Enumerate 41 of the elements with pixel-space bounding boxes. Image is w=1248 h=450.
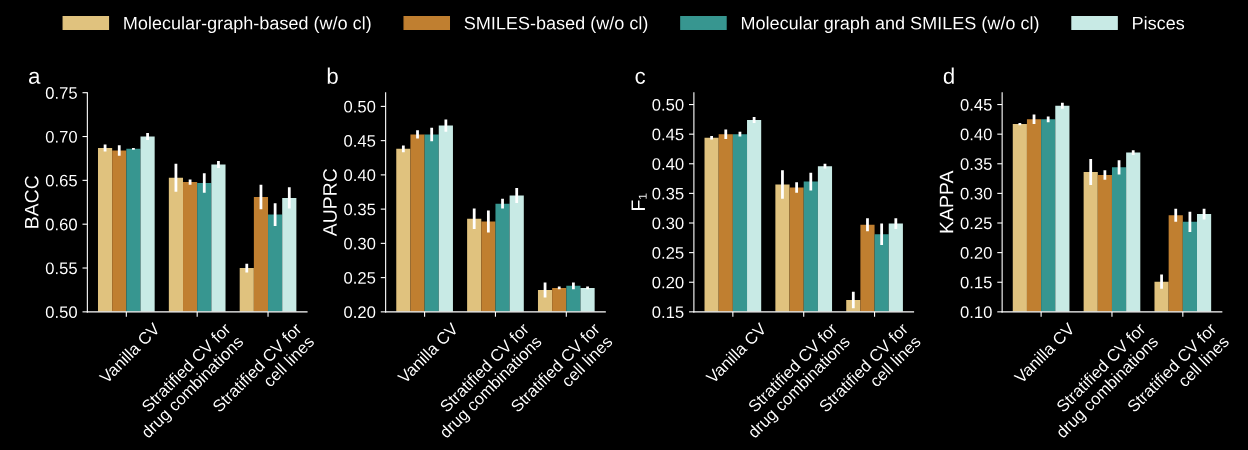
y-tick-label: 0.40 — [960, 128, 992, 141]
legend-label: Molecular-graph-based (w/o cl) — [124, 16, 371, 34]
y-tick-label: 0.15 — [960, 276, 992, 289]
chart-title: c — [635, 71, 646, 84]
y-tick-label: 0.30 — [960, 187, 992, 200]
y-tick-label: 0.30 — [652, 217, 684, 230]
y-tick-label: 0.45 — [652, 128, 684, 141]
y-tick-label: 0.35 — [344, 203, 376, 216]
y-tick-label: 0.50 — [652, 98, 684, 111]
legend-label: SMILES-based (w/o cl) — [464, 16, 648, 34]
y-axis-title: F₁ — [631, 193, 647, 210]
y-tick-label: 0.40 — [344, 169, 376, 182]
y-tick-label: 0.20 — [652, 276, 684, 289]
legend-label: Pisces — [1133, 16, 1185, 30]
y-tick-label: 0.55 — [45, 262, 77, 275]
chart-title: d — [943, 67, 954, 84]
y-axis-title: BACC — [24, 176, 39, 228]
y-tick-label: 0.60 — [45, 218, 77, 231]
y-tick-label: 0.20 — [344, 306, 376, 319]
y-tick-label: 0.50 — [344, 100, 376, 113]
y-tick-label: 0.10 — [960, 306, 992, 319]
y-tick-label: 0.50 — [45, 306, 77, 319]
y-tick-label: 0.35 — [960, 158, 992, 170]
y-axis-title: AUPRC — [323, 168, 337, 237]
chart-title: b — [327, 67, 338, 84]
y-tick-label: 0.35 — [652, 187, 684, 200]
y-tick-label: 0.25 — [344, 272, 376, 284]
y-tick-label: 0.70 — [45, 130, 77, 143]
y-tick-label: 0.25 — [652, 247, 684, 259]
y-tick-label: 0.75 — [45, 87, 77, 99]
legend-label: Molecular graph and SMILES (w/o cl) — [741, 16, 1039, 34]
y-tick-label: 0.20 — [960, 247, 992, 259]
y-axis-title: KAPPA — [939, 170, 954, 233]
y-tick-label: 0.65 — [45, 174, 77, 187]
y-tick-label: 0.45 — [344, 135, 376, 147]
y-tick-label: 0.15 — [652, 306, 684, 319]
y-tick-label: 0.30 — [344, 237, 376, 250]
y-tick-label: 0.25 — [960, 217, 992, 230]
y-tick-label: 0.45 — [960, 98, 992, 111]
y-tick-label: 0.40 — [652, 158, 684, 170]
chart-title: a — [29, 71, 41, 84]
